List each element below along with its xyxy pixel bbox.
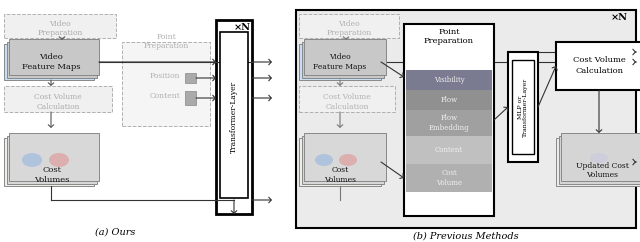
Text: Volumes: Volumes (35, 176, 70, 184)
Text: Point: Point (156, 33, 176, 41)
Ellipse shape (315, 154, 333, 166)
Text: Feature Maps: Feature Maps (314, 63, 367, 71)
Bar (4, 14, 116, 38)
Bar (9, 39, 99, 75)
Bar (559, 136, 640, 183)
Bar (304, 133, 386, 181)
Bar (512, 60, 534, 154)
Bar (4, 44, 94, 80)
Text: Volumes: Volumes (586, 171, 618, 179)
Text: Cost Volume: Cost Volume (323, 93, 371, 101)
Bar (6, 136, 97, 183)
Text: Cost Volume: Cost Volume (573, 56, 625, 64)
Bar (216, 20, 252, 214)
Text: Cost
Volume: Cost Volume (436, 169, 462, 187)
Text: MLP or
Transformer-Layer: MLP or Transformer-Layer (518, 77, 529, 136)
Text: Calculation: Calculation (36, 103, 80, 111)
Bar (304, 39, 386, 75)
Ellipse shape (339, 154, 357, 166)
Bar (406, 110, 492, 136)
Text: Volumes: Volumes (324, 176, 356, 184)
Text: Preparation: Preparation (424, 37, 474, 45)
Text: Cost: Cost (42, 166, 61, 174)
Text: Updated Cost: Updated Cost (575, 162, 628, 170)
Bar (406, 136, 492, 164)
Bar (299, 14, 399, 38)
Text: Flow: Flow (440, 96, 458, 104)
Bar (4, 86, 112, 112)
Text: Cost: Cost (332, 166, 349, 174)
Text: Content: Content (435, 146, 463, 154)
Ellipse shape (22, 153, 42, 167)
Text: ×N: ×N (611, 14, 628, 23)
Text: Video: Video (49, 20, 71, 28)
Text: (a) Ours: (a) Ours (95, 227, 135, 236)
Text: Preparation: Preparation (143, 42, 189, 50)
Text: Position: Position (150, 72, 180, 80)
Text: ×N: ×N (234, 23, 251, 32)
Text: Cost Volume: Cost Volume (34, 93, 82, 101)
Text: Flow
Embedding: Flow Embedding (429, 114, 469, 132)
Text: Transformer-Layer: Transformer-Layer (230, 81, 238, 153)
Bar (404, 24, 494, 216)
Bar (406, 90, 492, 110)
Ellipse shape (49, 153, 69, 167)
Bar (299, 138, 381, 186)
Bar (185, 73, 196, 83)
Text: Calculation: Calculation (325, 103, 369, 111)
Bar (301, 136, 383, 183)
Text: Preparation: Preparation (326, 29, 372, 37)
Text: (b) Previous Methods: (b) Previous Methods (413, 232, 519, 241)
Bar (561, 133, 640, 181)
Bar (556, 42, 640, 90)
Bar (299, 44, 381, 80)
Ellipse shape (590, 153, 608, 163)
Bar (556, 138, 640, 186)
Text: Video: Video (338, 20, 360, 28)
Text: Feature Maps: Feature Maps (22, 63, 80, 71)
Text: Point: Point (438, 28, 460, 36)
Bar (296, 10, 636, 228)
Text: Video: Video (39, 53, 63, 61)
Bar (299, 86, 395, 112)
Text: Video: Video (329, 53, 351, 61)
Bar (406, 164, 492, 192)
Bar (508, 52, 538, 162)
Bar (6, 41, 97, 77)
Text: Visibility: Visibility (434, 76, 465, 84)
Bar (406, 70, 492, 90)
Bar (9, 133, 99, 181)
Bar (301, 41, 383, 77)
Bar (122, 42, 210, 126)
Text: Preparation: Preparation (37, 29, 83, 37)
Text: Content: Content (150, 92, 180, 100)
Bar (185, 91, 196, 105)
Bar (4, 138, 94, 186)
Text: Calculation: Calculation (575, 67, 623, 75)
Bar (220, 32, 248, 198)
